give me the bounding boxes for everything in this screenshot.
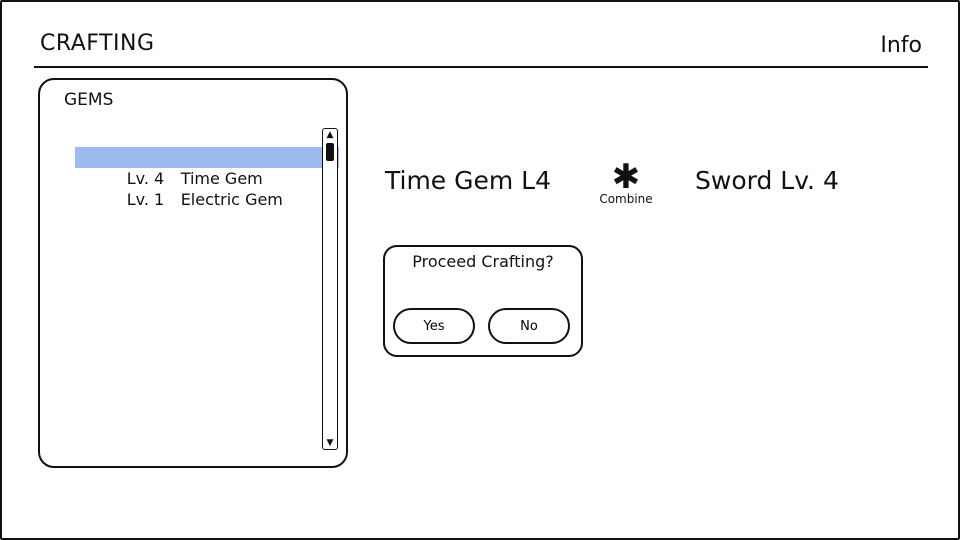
gem-level: Lv. 4 — [126, 169, 165, 188]
gem-list-scrollbar[interactable]: ▲ ▼ — [322, 128, 338, 450]
info-link[interactable]: Info — [880, 33, 922, 58]
gems-panel-title: GEMS — [64, 90, 114, 110]
combine-label: Combine — [599, 192, 653, 206]
craft-result-name: Sword Lv. 4 — [695, 166, 839, 195]
dialog-title: Proceed Crafting? — [412, 252, 554, 271]
asterisk-icon: ✱ — [611, 157, 641, 197]
gem-level: Lv. 1 — [126, 190, 165, 209]
gem-name: Time Gem — [180, 169, 263, 188]
gem-list-item-time-gem[interactable]: Lv. 4 Time Gem — [75, 147, 339, 188]
scroll-thumb[interactable] — [326, 143, 334, 161]
yes-button[interactable]: Yes — [393, 308, 475, 344]
gem-list-item-fire-gem[interactable]: Lv. 3Fire Gem — [75, 126, 339, 167]
gems-panel: GEMS Lv. 3Fire Gem Lv. 4 Time Gem Lv. 1 El… — [38, 78, 348, 468]
scroll-up-arrow-icon[interactable]: ▲ — [326, 130, 334, 140]
combine-indicator: ✱ Combine — [594, 157, 658, 206]
no-button[interactable]: No — [488, 308, 570, 344]
scroll-down-arrow-icon[interactable]: ▼ — [326, 438, 334, 448]
gem-list: Lv. 3Fire Gem Lv. 4 Time Gem Lv. 1 Electri… — [75, 126, 339, 462]
page-title: CRAFTING — [40, 31, 155, 56]
selected-gem-name: Time Gem L4 — [385, 166, 552, 195]
gem-list-item-electric-gem[interactable]: Lv. 1 Electric Gem — [75, 168, 339, 209]
gem-name: Electric Gem — [180, 190, 283, 209]
header-divider — [34, 66, 928, 68]
proceed-crafting-dialog: Proceed Crafting? Yes No — [383, 245, 583, 357]
